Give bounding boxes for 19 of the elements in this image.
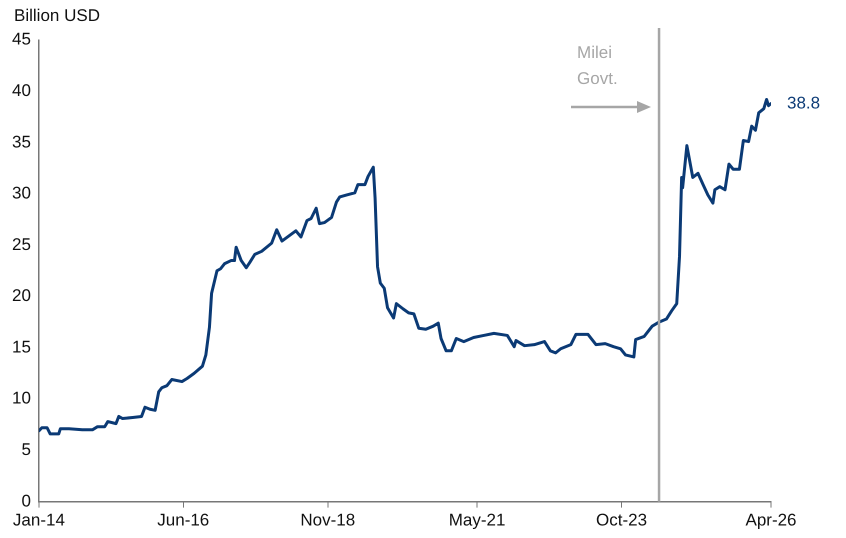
y-tick-label: 0 [21,491,31,510]
x-tick-label: Nov-18 [300,510,356,530]
y-tick-label: 20 [12,286,31,306]
x-tick-label: Jan-14 [12,510,65,530]
annotation: 38.8 [787,93,820,112]
y-tick-label: 25 [12,234,31,254]
x-tick-label: May-21 [448,510,506,530]
y-tick-label: 40 [12,80,31,100]
y-tick-label: 30 [12,184,31,203]
x-tick-label: Oct-23 [596,510,648,530]
ref-line-label: Milei Govt. [577,43,618,88]
x-tick-label: Jun-16 [157,510,210,530]
y-tick-label: 15 [12,337,31,356]
y-axis-title: Billion USD [14,6,100,26]
x-tick-label: Apr-26 [745,510,797,530]
y-tick-label: 45 [12,30,31,49]
y-tick-label: 5 [21,440,31,459]
y-tick-label: 10 [12,388,31,408]
y-tick-label: 35 [12,132,31,152]
